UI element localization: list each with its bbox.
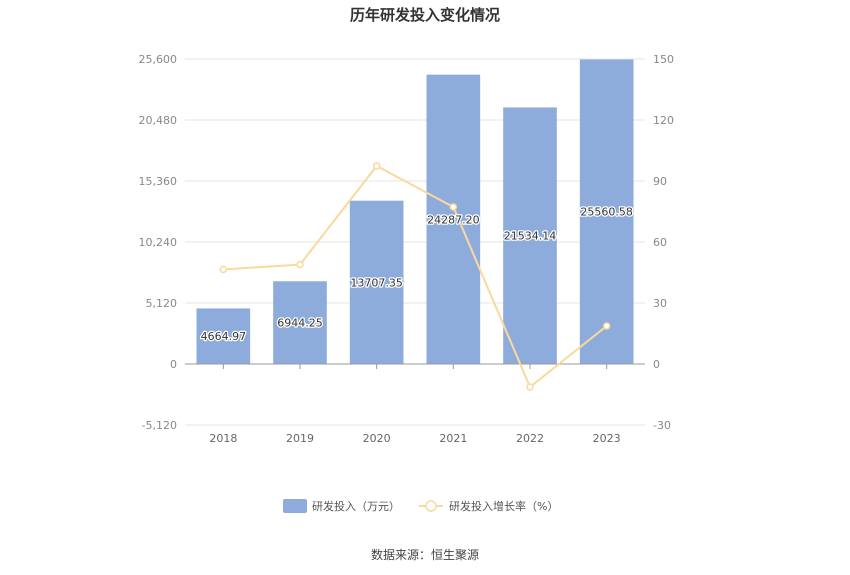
bar [503, 107, 557, 364]
growth-rate-point [526, 383, 534, 391]
x-tick-label: 2019 [286, 432, 314, 445]
left-tick-label: 25,600 [139, 53, 178, 66]
growth-rate-point [296, 260, 304, 269]
source-note: 数据来源：恒生聚源 [371, 547, 479, 562]
left-tick-label: 5,120 [146, 297, 178, 310]
right-tick-label: -30 [653, 419, 671, 432]
x-tick-label: 2018 [209, 432, 237, 445]
right-tick-label: 150 [653, 53, 674, 66]
bar-data-labels: 4664.97 6944.25 13707.35 24287.20 21534.14 25… [199, 204, 634, 344]
right-tick-label: 30 [653, 297, 667, 310]
growth-rate-point [602, 322, 611, 330]
legend-line-marker [425, 500, 437, 512]
bar-value-label: 24287.20 [427, 213, 480, 226]
bar-series [196, 59, 634, 364]
bar-value-label: 25560.58 [580, 206, 633, 219]
right-axis-ticks: 150 120 90 60 30 0 -30 [653, 53, 674, 432]
left-tick-label: 15,360 [139, 175, 178, 188]
x-axis-ticks: 2018 2019 2020 2021 2022 2023 [209, 364, 621, 445]
left-tick-label: -5,120 [142, 419, 177, 432]
growth-rate-line [223, 164, 608, 389]
chart-title: 历年研发投入变化情况 [350, 6, 500, 24]
bar-value-label: 4664.97 [201, 330, 247, 343]
line-series [219, 162, 611, 391]
legend-bar-label: 研发投入（万元） [312, 499, 400, 513]
legend: 研发投入（万元） 研发投入增长率（%） [283, 499, 558, 513]
x-tick-label: 2021 [439, 432, 467, 445]
bar [426, 74, 481, 364]
bar-value-label: 13707.35 [350, 276, 403, 289]
legend-line-label: 研发投入增长率（%） [449, 499, 558, 513]
bar-value-label: 21534.14 [504, 230, 557, 243]
right-tick-label: 120 [653, 114, 674, 127]
growth-rate-point [449, 203, 458, 211]
left-tick-label: 0 [170, 358, 177, 371]
x-tick-label: 2023 [593, 432, 621, 445]
right-tick-label: 60 [653, 236, 667, 249]
legend-bar-swatch [283, 499, 307, 513]
right-tick-label: 0 [653, 358, 660, 371]
bar [579, 59, 634, 364]
x-tick-label: 2020 [363, 432, 391, 445]
x-tick-label: 2022 [516, 432, 544, 445]
bar [196, 308, 251, 364]
left-axis-ticks: 25,600 20,480 15,360 10,240 5,120 0 -5,120 [139, 53, 178, 432]
growth-rate-point [219, 265, 228, 274]
bar [273, 281, 327, 364]
left-tick-label: 10,240 [139, 236, 178, 249]
bar [349, 200, 404, 364]
grid [185, 58, 645, 426]
growth-rate-point [372, 162, 381, 170]
bar-value-label: 6944.25 [277, 317, 323, 330]
right-tick-label: 90 [653, 175, 667, 188]
left-tick-label: 20,480 [139, 114, 178, 127]
